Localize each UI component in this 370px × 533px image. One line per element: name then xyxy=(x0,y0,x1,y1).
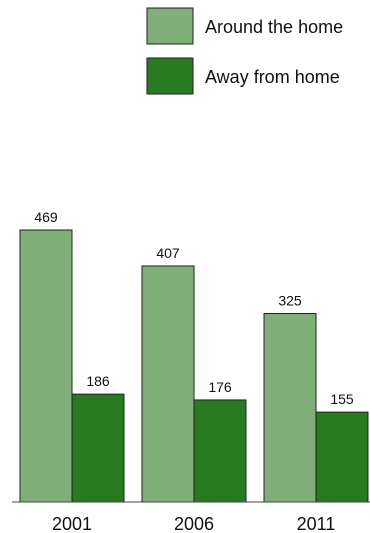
legend-swatch-around-home xyxy=(146,7,194,45)
data-label-2011-around-home: 325 xyxy=(278,293,302,309)
data-label-2001-away-from-home: 186 xyxy=(86,373,110,389)
x-tick-label-2006: 2006 xyxy=(174,514,214,533)
bars: 469 186 407 176 325 155 xyxy=(19,209,369,503)
data-label-2011-away-from-home: 155 xyxy=(330,391,354,407)
bar-2011-away-from-home xyxy=(315,411,369,503)
x-tick-label-2011: 2011 xyxy=(297,514,336,533)
legend: Around the home Away from home xyxy=(146,7,343,95)
data-label-2006-around-home: 407 xyxy=(156,245,180,261)
legend-label-around-home: Around the home xyxy=(205,17,343,37)
data-label-2001-around-home: 469 xyxy=(34,209,58,225)
x-tick-labels: 2001 2006 2011 xyxy=(52,514,335,533)
bar-2001-around-home xyxy=(19,229,73,503)
x-tick-label-2001: 2001 xyxy=(52,514,92,533)
bar-2006-around-home xyxy=(141,265,195,503)
bar-2001-away-from-home xyxy=(71,393,125,503)
bar-2006-away-from-home xyxy=(193,399,247,503)
legend-label-away-from-home: Away from home xyxy=(205,67,340,87)
bar-2011-around-home xyxy=(263,313,317,503)
data-label-2006-away-from-home: 176 xyxy=(208,379,232,395)
legend-swatch-away-from-home xyxy=(146,57,194,95)
